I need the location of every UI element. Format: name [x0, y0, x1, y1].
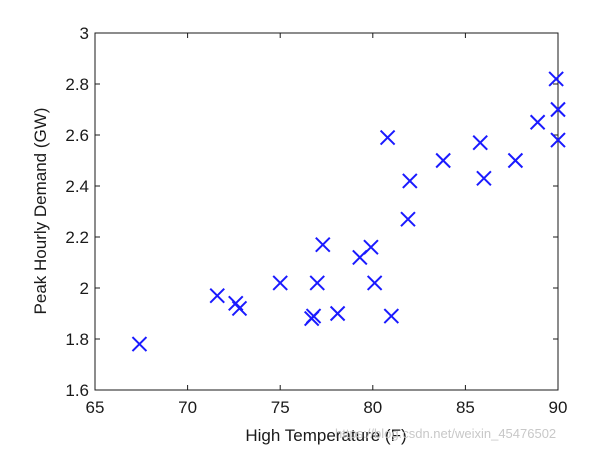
y-tick-label: 3 — [80, 24, 89, 43]
marker-stroke — [507, 152, 524, 169]
data-point-marker — [309, 275, 325, 291]
x-tick-label: 85 — [456, 398, 475, 417]
marker-stroke — [550, 132, 566, 148]
marker-stroke — [315, 236, 331, 253]
x-tick-label: 70 — [178, 398, 197, 417]
x-tick-label: 80 — [363, 398, 382, 417]
marker-stroke — [231, 300, 248, 317]
data-point-marker — [402, 173, 418, 189]
data-point-marker — [548, 71, 564, 87]
data-point-marker — [435, 152, 451, 169]
y-tick-label: 2.4 — [65, 177, 89, 196]
y-tick-label: 2.2 — [65, 228, 89, 247]
data-point-marker — [379, 129, 396, 146]
data-point-marker — [329, 305, 346, 322]
marker-stroke — [379, 129, 396, 146]
marker-stroke — [272, 275, 288, 291]
marker-stroke — [383, 308, 400, 324]
x-tick-label: 90 — [549, 398, 568, 417]
marker-stroke — [476, 170, 492, 187]
y-tick-label: 2.6 — [65, 126, 89, 145]
data-point-marker — [272, 275, 288, 291]
marker-stroke — [309, 275, 325, 291]
y-tick-label: 2.8 — [65, 75, 89, 94]
data-point-marker — [550, 101, 566, 118]
data-point-marker — [315, 236, 331, 253]
marker-stroke — [548, 71, 564, 87]
marker-stroke — [305, 308, 322, 324]
data-point-marker — [472, 134, 488, 151]
y-tick-label: 1.6 — [65, 381, 89, 400]
marker-stroke — [400, 211, 416, 227]
plot-area-frame — [94, 32, 559, 391]
data-point-marker — [363, 239, 379, 255]
marker-stroke — [329, 305, 346, 322]
marker-stroke — [366, 275, 383, 291]
data-point-marker — [400, 211, 416, 227]
data-point-marker — [550, 132, 566, 148]
data-point-marker — [131, 336, 148, 352]
data-point-marker — [209, 287, 225, 304]
marker-stroke — [209, 287, 225, 304]
x-tick-label: 75 — [271, 398, 290, 417]
y-tick-label: 2 — [80, 279, 89, 298]
data-point-marker — [231, 300, 248, 317]
watermark: https://blog.csdn.net/weixin_45476502 — [335, 426, 557, 441]
data-point-marker — [383, 308, 400, 324]
data-point-marker — [507, 152, 524, 169]
marker-stroke — [435, 152, 451, 169]
x-axis-label: High Temperature (F) — [245, 426, 406, 445]
data-point-marker — [529, 114, 546, 130]
marker-stroke — [402, 173, 418, 189]
x-tick-label: 65 — [86, 398, 105, 417]
y-axis-label: Peak Hourly Demand (GW) — [31, 108, 50, 315]
y-tick-label: 1.8 — [65, 330, 89, 349]
marker-stroke — [363, 239, 379, 255]
data-point-marker — [305, 308, 322, 324]
marker-stroke — [131, 336, 148, 352]
marker-stroke — [550, 101, 566, 118]
marker-stroke — [472, 134, 488, 151]
marker-stroke — [529, 114, 546, 130]
data-point-marker — [476, 170, 492, 187]
data-point-marker — [366, 275, 383, 291]
